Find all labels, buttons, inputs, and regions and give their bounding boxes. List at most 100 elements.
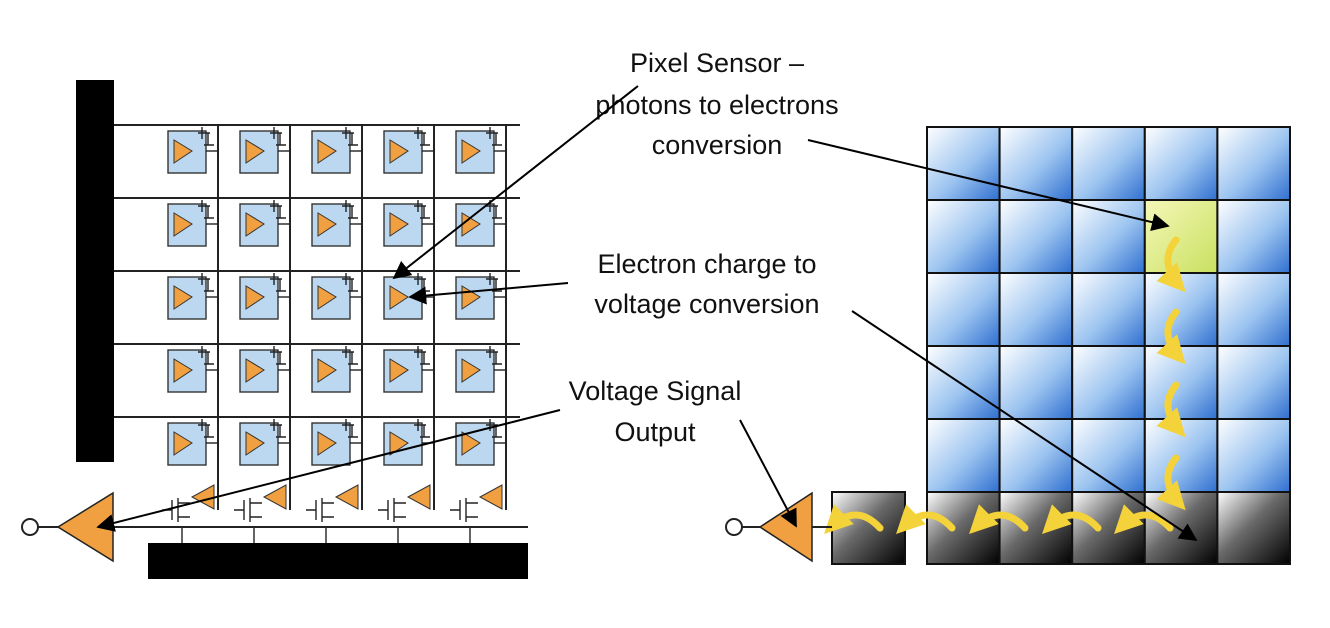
cmos-pixel: [455, 419, 506, 466]
pixel-transistor: [270, 419, 286, 438]
register-cell: [998, 491, 1074, 565]
ccd-pixel: [998, 345, 1074, 420]
cmos-pixel: [167, 346, 218, 393]
ccd-sensor-array: [725, 126, 1292, 565]
cmos-pixel: [455, 200, 506, 247]
column-amp-triangle: [406, 484, 431, 510]
vertical-transfer-arrow: [1156, 308, 1186, 365]
column-amplifier: [162, 484, 215, 543]
column-transistor: [234, 498, 262, 522]
pixel-transistor: [270, 346, 286, 365]
label-pixel-sensor-line1: Pixel Sensor –: [630, 48, 804, 78]
cmos-pixel: [383, 273, 434, 320]
arrow-output-to-ccd: [739, 419, 797, 528]
column-amplifier: [450, 484, 503, 543]
callout-arrows: [96, 85, 1198, 541]
ccd-pixel: [998, 272, 1074, 347]
pixel-transistor: [414, 127, 430, 146]
cmos-pixel: [383, 200, 434, 247]
label-pixel-sensor-line2: photons to electrons: [595, 90, 838, 120]
row-select-bar: [76, 80, 114, 462]
pixel-transistor: [270, 273, 286, 292]
ccd-pixel: [1071, 418, 1146, 493]
vertical-transfer-arrow: [1156, 236, 1186, 293]
ccd-pixel: [998, 418, 1074, 493]
cmos-pixel: [167, 419, 218, 466]
cmos-pixel: [383, 346, 434, 393]
cmos-pixel: [167, 127, 218, 174]
pixel-transistor: [342, 346, 358, 365]
ccd-pixel: [926, 126, 1001, 201]
cmos-pixel: [167, 200, 218, 247]
pixel-amplifier: [389, 358, 409, 383]
ccd-pixel-cells: [926, 126, 1292, 493]
highlighted-pixel: [1143, 199, 1219, 274]
label-charge-to-voltage: Electron charge to voltage conversion: [594, 249, 819, 319]
label-charge-line1: Electron charge to: [597, 249, 816, 279]
pixel-transistor: [198, 200, 214, 219]
pixel-amplifier: [461, 358, 481, 383]
charge-transfer-arrows: [824, 236, 1186, 534]
column-amplifiers: [162, 484, 503, 543]
register-cell: [1071, 491, 1146, 565]
column-transistor: [450, 498, 478, 522]
pixel-amplifier: [245, 139, 265, 164]
pixel-amplifier: [461, 431, 481, 456]
pixel-amplifier: [317, 285, 337, 310]
pixel-transistor: [198, 127, 214, 146]
arrow-pixel-to-ccd: [807, 139, 1170, 231]
register-cell: [1216, 491, 1292, 565]
cmos-pixel: [311, 419, 362, 466]
pixel-amplifier: [317, 431, 337, 456]
pixel-transistor: [486, 346, 502, 365]
label-pixel-sensor: Pixel Sensor – photons to electrons conv…: [595, 48, 838, 160]
column-readout-bar: [148, 543, 528, 579]
vertical-transfer-arrow: [1156, 454, 1186, 511]
ccd-pixel: [926, 418, 1001, 493]
column-amplifier: [306, 484, 359, 543]
cmos-output-amplifier: [56, 491, 114, 563]
pixel-transistor: [486, 273, 502, 292]
output-node-cell: [831, 491, 906, 565]
ccd-pixel: [1143, 126, 1219, 201]
cmos-pixel: [311, 127, 362, 174]
column-amp-triangle: [190, 484, 215, 510]
pixel-amplifier: [317, 212, 337, 237]
pixel-transistor: [198, 273, 214, 292]
horizontal-transfer-arrow: [969, 504, 1029, 534]
label-pixel-sensor-line3: conversion: [652, 130, 783, 160]
cmos-wiring: [113, 124, 528, 528]
pixel-transistor: [486, 200, 502, 219]
label-signal-line2: Output: [614, 417, 696, 447]
pixel-transistor: [342, 127, 358, 146]
column-transistor: [378, 498, 406, 522]
cmos-pixel: [455, 273, 506, 320]
pixel-amplifier: [389, 212, 409, 237]
pixel-amplifier: [173, 285, 193, 310]
cmos-pixel: [239, 200, 290, 247]
label-charge-line2: voltage conversion: [594, 289, 819, 319]
cmos-pixel: [383, 127, 434, 174]
cmos-pixel: [311, 346, 362, 393]
horizontal-transfer-arrow: [896, 504, 956, 534]
arrow-pixel-to-cmos: [392, 85, 639, 280]
pixel-transistor: [198, 346, 214, 365]
ccd-output-terminal: [725, 518, 743, 536]
pixel-transistor: [414, 346, 430, 365]
pixel-amplifier: [317, 139, 337, 164]
label-signal-line1: Voltage Signal: [569, 376, 742, 406]
cmos-pixel: [311, 200, 362, 247]
ccd-pixel: [1216, 418, 1292, 493]
ccd-pixel: [926, 345, 1001, 420]
horizontal-transfer-arrow: [1114, 504, 1174, 534]
column-amp-triangle: [334, 484, 359, 510]
pixel-transistor: [270, 200, 286, 219]
column-transistor: [162, 498, 190, 522]
ccd-pixel: [1071, 272, 1146, 347]
pixel-amplifier: [389, 431, 409, 456]
ccd-pixel: [1071, 126, 1146, 201]
ccd-pixel: [1216, 272, 1292, 347]
pixel-amplifier: [461, 139, 481, 164]
cmos-sensor-array: [21, 80, 528, 579]
